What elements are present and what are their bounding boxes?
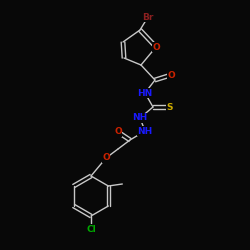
Text: HN: HN (138, 88, 152, 98)
Text: O: O (102, 154, 110, 162)
Text: O: O (167, 70, 175, 80)
Text: O: O (152, 42, 160, 51)
Text: Cl: Cl (86, 224, 96, 234)
Text: O: O (114, 128, 122, 136)
Text: NH: NH (132, 114, 148, 122)
Text: Br: Br (142, 12, 154, 22)
Text: NH: NH (138, 126, 152, 136)
Text: S: S (167, 102, 173, 112)
